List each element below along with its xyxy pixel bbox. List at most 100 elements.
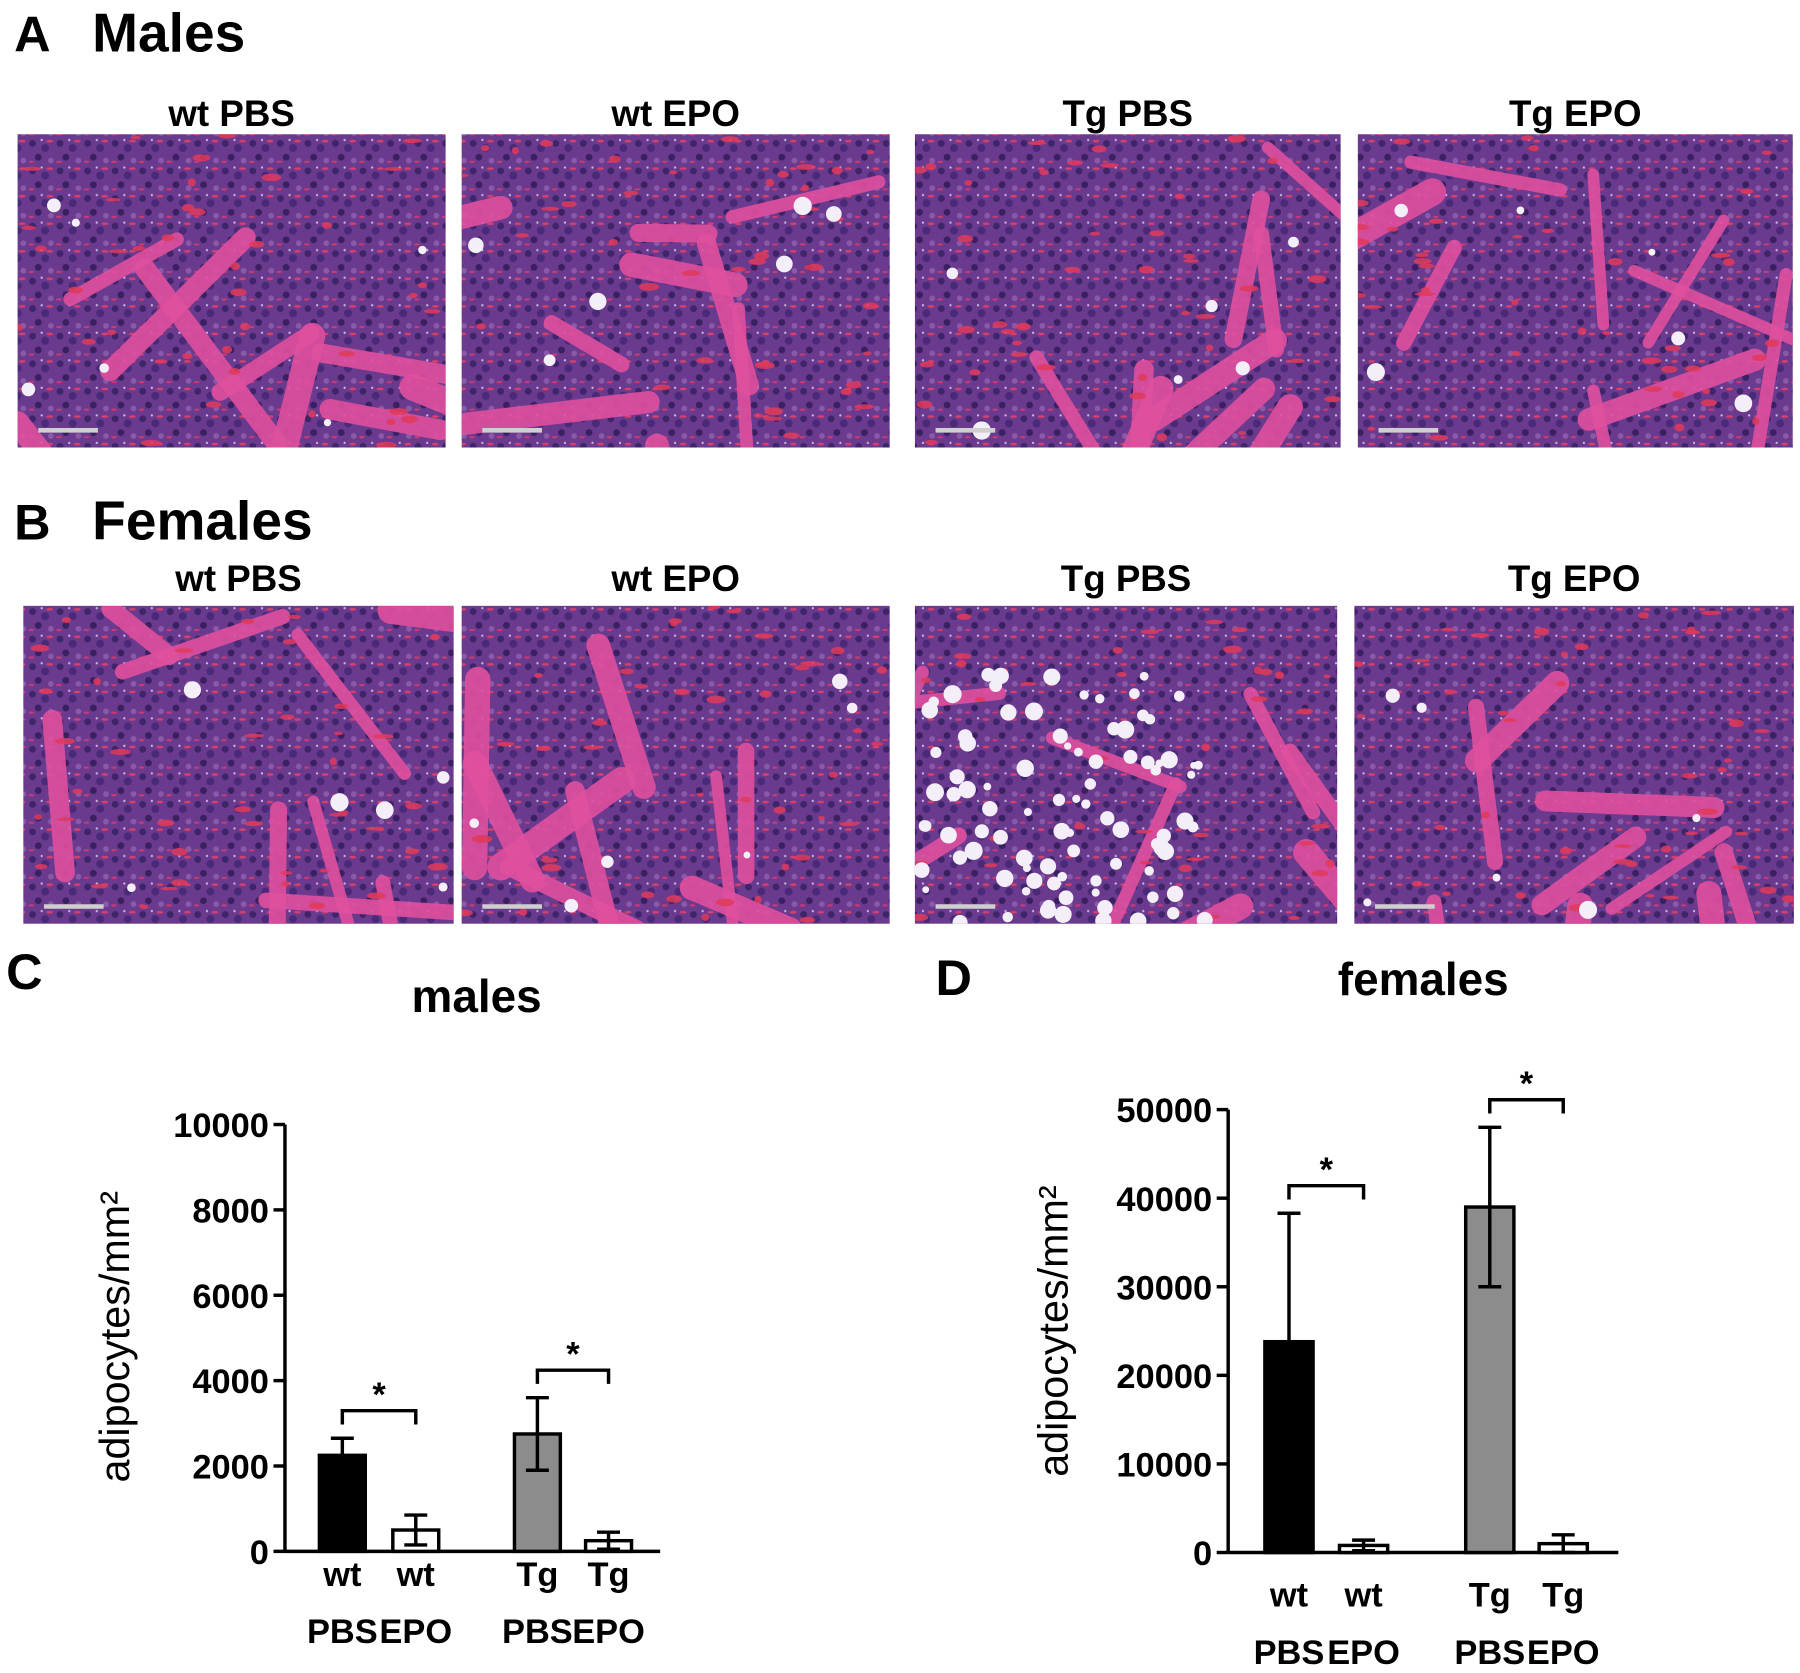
vessel bbox=[461, 173, 469, 178]
adipocyte bbox=[1026, 872, 1043, 889]
vessel bbox=[1064, 266, 1081, 273]
adipocyte bbox=[1193, 760, 1203, 770]
adipocyte bbox=[919, 820, 932, 832]
adipocyte bbox=[1166, 885, 1184, 902]
vessel bbox=[539, 140, 554, 147]
vessel bbox=[773, 806, 786, 814]
vessel bbox=[1577, 327, 1587, 336]
vessel bbox=[799, 916, 816, 924]
x-tick-label: Tg EPO bbox=[572, 1556, 645, 1651]
vessel bbox=[1357, 292, 1366, 299]
adipocyte bbox=[1072, 794, 1081, 803]
vessel bbox=[1723, 758, 1733, 763]
bone bbox=[42, 709, 75, 883]
vessel bbox=[804, 263, 824, 271]
vessel bbox=[91, 884, 108, 889]
bone bbox=[565, 781, 619, 924]
bone bbox=[1184, 377, 1276, 448]
y-tick-label: 6000 bbox=[192, 1278, 269, 1316]
bone bbox=[258, 892, 454, 921]
vessel bbox=[916, 400, 933, 409]
vessel bbox=[1137, 373, 1148, 382]
vessel bbox=[1259, 668, 1273, 676]
vessel bbox=[55, 737, 75, 745]
vessel bbox=[1641, 357, 1662, 364]
y-tick-label: 50000 bbox=[1116, 1092, 1212, 1130]
vessel bbox=[519, 908, 528, 916]
adipocyte bbox=[1139, 671, 1149, 681]
adipocyte bbox=[1516, 206, 1525, 215]
adipocyte bbox=[1167, 907, 1180, 920]
adipocyte bbox=[1015, 849, 1033, 867]
adipocyte bbox=[1692, 813, 1701, 823]
vessel bbox=[1413, 258, 1432, 265]
adipocyte bbox=[981, 667, 996, 682]
vessel bbox=[634, 684, 649, 689]
vessel bbox=[619, 668, 634, 675]
vessel bbox=[161, 234, 174, 242]
vessel bbox=[1016, 322, 1031, 331]
vessel bbox=[1324, 396, 1341, 403]
vessel bbox=[321, 222, 333, 229]
adipocyte bbox=[1095, 694, 1105, 704]
vessel bbox=[540, 857, 559, 863]
histology-image bbox=[461, 605, 890, 924]
error-bar bbox=[597, 1530, 621, 1551]
y-axis-label: adipocytes/mm² bbox=[1031, 1185, 1077, 1476]
bone bbox=[1464, 670, 1570, 773]
vessel bbox=[68, 286, 83, 294]
bone bbox=[1045, 731, 1187, 794]
vessel bbox=[1138, 265, 1155, 274]
adipocyte bbox=[1394, 203, 1408, 218]
adipocyte bbox=[323, 418, 332, 427]
adipocyte bbox=[993, 829, 1008, 845]
vessel bbox=[1512, 234, 1523, 239]
vessel bbox=[1298, 841, 1316, 846]
image-label: wt PBS bbox=[174, 558, 301, 599]
vessel bbox=[34, 814, 43, 820]
vessel bbox=[1311, 823, 1331, 829]
vessel bbox=[924, 439, 939, 445]
vessel bbox=[583, 745, 600, 750]
adipocyte bbox=[964, 841, 983, 860]
adipocyte bbox=[996, 869, 1014, 888]
vessel bbox=[182, 353, 193, 360]
vessel bbox=[1444, 689, 1455, 695]
vessel bbox=[1574, 643, 1589, 650]
vessel bbox=[244, 733, 265, 738]
vessel bbox=[1511, 299, 1519, 306]
vessel bbox=[338, 350, 356, 357]
bone bbox=[1243, 687, 1321, 820]
vessel bbox=[282, 639, 297, 645]
vessel bbox=[1414, 291, 1435, 297]
adipocyte bbox=[1129, 688, 1140, 699]
vessel bbox=[669, 170, 678, 175]
vessel bbox=[1186, 857, 1204, 862]
vessel bbox=[108, 249, 128, 254]
vessel bbox=[764, 407, 783, 416]
adipocyte bbox=[564, 898, 579, 913]
bone bbox=[134, 258, 288, 448]
vessel bbox=[471, 834, 493, 843]
vessel bbox=[174, 648, 194, 653]
panel-letter: B bbox=[14, 493, 50, 550]
vessel bbox=[1091, 145, 1107, 153]
adipocyte bbox=[1058, 890, 1074, 906]
vessel bbox=[871, 741, 884, 746]
bone bbox=[311, 343, 446, 384]
vessel bbox=[1559, 847, 1572, 855]
vessel bbox=[140, 439, 162, 447]
bone bbox=[710, 770, 739, 924]
vessel bbox=[1116, 672, 1127, 678]
panel-letter: A bbox=[14, 6, 50, 63]
bone bbox=[696, 233, 760, 396]
adipocyte bbox=[1734, 394, 1753, 413]
vessel bbox=[706, 695, 726, 704]
vessel bbox=[781, 863, 790, 871]
vessel bbox=[107, 329, 117, 336]
adipocyte bbox=[949, 769, 965, 785]
adipocyte bbox=[957, 729, 973, 744]
adipocyte bbox=[1140, 755, 1155, 770]
vessel bbox=[1428, 218, 1444, 224]
image-label: wt PBS bbox=[167, 93, 294, 134]
